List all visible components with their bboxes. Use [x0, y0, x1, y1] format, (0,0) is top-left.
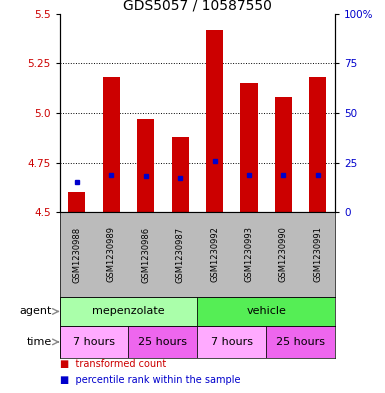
Bar — [197, 297, 335, 326]
Text: 25 hours: 25 hours — [276, 337, 325, 347]
Text: 25 hours: 25 hours — [138, 337, 187, 347]
Text: ■  transformed count: ■ transformed count — [60, 358, 166, 369]
Text: mepenzolate: mepenzolate — [92, 307, 165, 316]
Text: GSM1230990: GSM1230990 — [279, 226, 288, 283]
Text: GSM1230989: GSM1230989 — [107, 226, 116, 283]
Text: vehicle: vehicle — [246, 307, 286, 316]
Bar — [240, 83, 258, 212]
Text: time: time — [27, 337, 52, 347]
Text: GSM1230992: GSM1230992 — [210, 226, 219, 283]
Text: GSM1230993: GSM1230993 — [244, 226, 253, 283]
Bar — [266, 326, 335, 358]
Bar — [60, 326, 129, 358]
Bar — [129, 326, 197, 358]
Text: GSM1230991: GSM1230991 — [313, 226, 322, 283]
Text: agent: agent — [20, 307, 52, 316]
Bar — [206, 29, 223, 212]
Bar — [309, 77, 326, 212]
Bar — [275, 97, 292, 212]
Bar — [137, 119, 154, 212]
Bar — [197, 326, 266, 358]
Text: GSM1230987: GSM1230987 — [176, 226, 185, 283]
Bar — [103, 77, 120, 212]
Text: ■  percentile rank within the sample: ■ percentile rank within the sample — [60, 375, 240, 385]
Text: GSM1230988: GSM1230988 — [72, 226, 81, 283]
Bar — [60, 297, 197, 326]
Text: GSM1230986: GSM1230986 — [141, 226, 150, 283]
Text: 7 hours: 7 hours — [211, 337, 253, 347]
Text: 7 hours: 7 hours — [73, 337, 115, 347]
Bar — [68, 193, 85, 212]
Bar — [171, 137, 189, 212]
Title: GDS5057 / 10587550: GDS5057 / 10587550 — [123, 0, 272, 13]
